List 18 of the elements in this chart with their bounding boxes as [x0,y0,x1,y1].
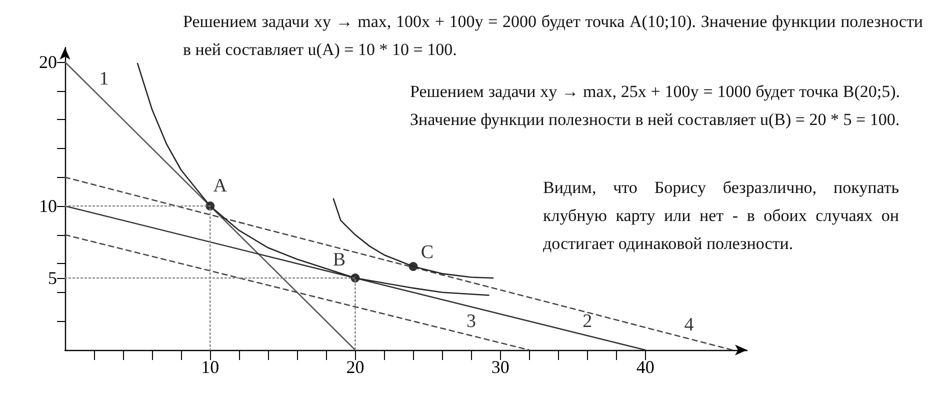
y-tick-label: 10 [39,196,57,216]
line-series [332,198,494,279]
annotation: 2 [582,311,592,332]
x-tick-label: 10 [201,357,220,377]
annotation: A [213,176,228,196]
annotation: 3 [466,311,476,332]
annotation: 1 [99,68,109,90]
annotation: Решением задачи xy → max, 25x + 100y = 1000 будет точка B(20;5). Значение функции полезности в ней составляет u(B) = 20 * 5 = 100. [410,81,900,131]
x-tick-label: 20 [346,357,364,377]
y-tick-label: 5 [48,268,57,288]
annotation: Решением задачи xy → max, 100x + 100y = 2000 будет точка A(10;10). Значение функции полезности в ней составляет u(A) = 10 * 10 = 100. [183,11,923,61]
annotation: B [332,250,346,270]
x-tick-label: 30 [491,357,510,377]
annotation: 4 [684,314,694,336]
x-tick-label: 40 [636,357,654,377]
annotation: C [420,242,434,263]
annotation: Видим, что Борису безразлично, покупать клубную карту или нет - в обоих случаях он достигает одинаковой полезности. [543,177,899,255]
y-tick-label: 20 [39,52,57,72]
